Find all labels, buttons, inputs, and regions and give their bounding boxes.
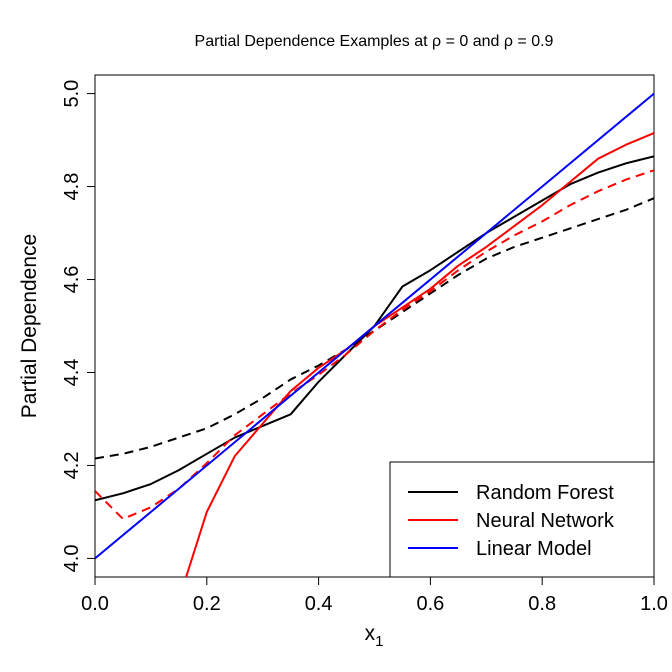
x-tick-label: 0.2	[193, 593, 221, 615]
y-tick-label: 4.8	[61, 173, 83, 201]
x-tick-label: 1.0	[640, 593, 668, 615]
chart-title: Partial Dependence Examples at ρ = 0 and…	[195, 33, 554, 50]
series-line-2	[185, 132, 654, 577]
y-tick-label: 4.2	[61, 452, 83, 480]
legend-label: Random Forest	[476, 482, 614, 504]
y-axis-label: Partial Dependence	[18, 234, 41, 418]
series-line-3	[95, 169, 654, 520]
x-tick-label: 0.8	[528, 593, 556, 615]
x-tick-label: 0.0	[81, 593, 109, 615]
series-line-1	[95, 197, 654, 460]
series-line-4	[95, 92, 654, 560]
y-axis: 4.0 4.2 4.4 4.6 4.8 5.0	[61, 80, 96, 573]
legend-label: Neural Network	[476, 510, 615, 532]
legend-label: Linear Model	[476, 538, 592, 560]
y-tick-label: 4.6	[61, 266, 83, 294]
series-line-0	[95, 155, 654, 502]
x-axis: 0.0 0.2 0.4 0.6 0.8 1.0	[81, 576, 668, 615]
x-tick-label: 0.4	[305, 593, 333, 615]
y-tick-label: 4.4	[61, 359, 83, 387]
legend: Random Forest Neural Network Linear Model	[389, 461, 655, 578]
y-tick-label: 4.0	[61, 545, 83, 573]
y-tick-label: 5.0	[61, 80, 83, 108]
x-axis-label: x1	[365, 622, 384, 650]
series-layer	[95, 92, 654, 577]
x-tick-label: 0.6	[416, 593, 444, 615]
